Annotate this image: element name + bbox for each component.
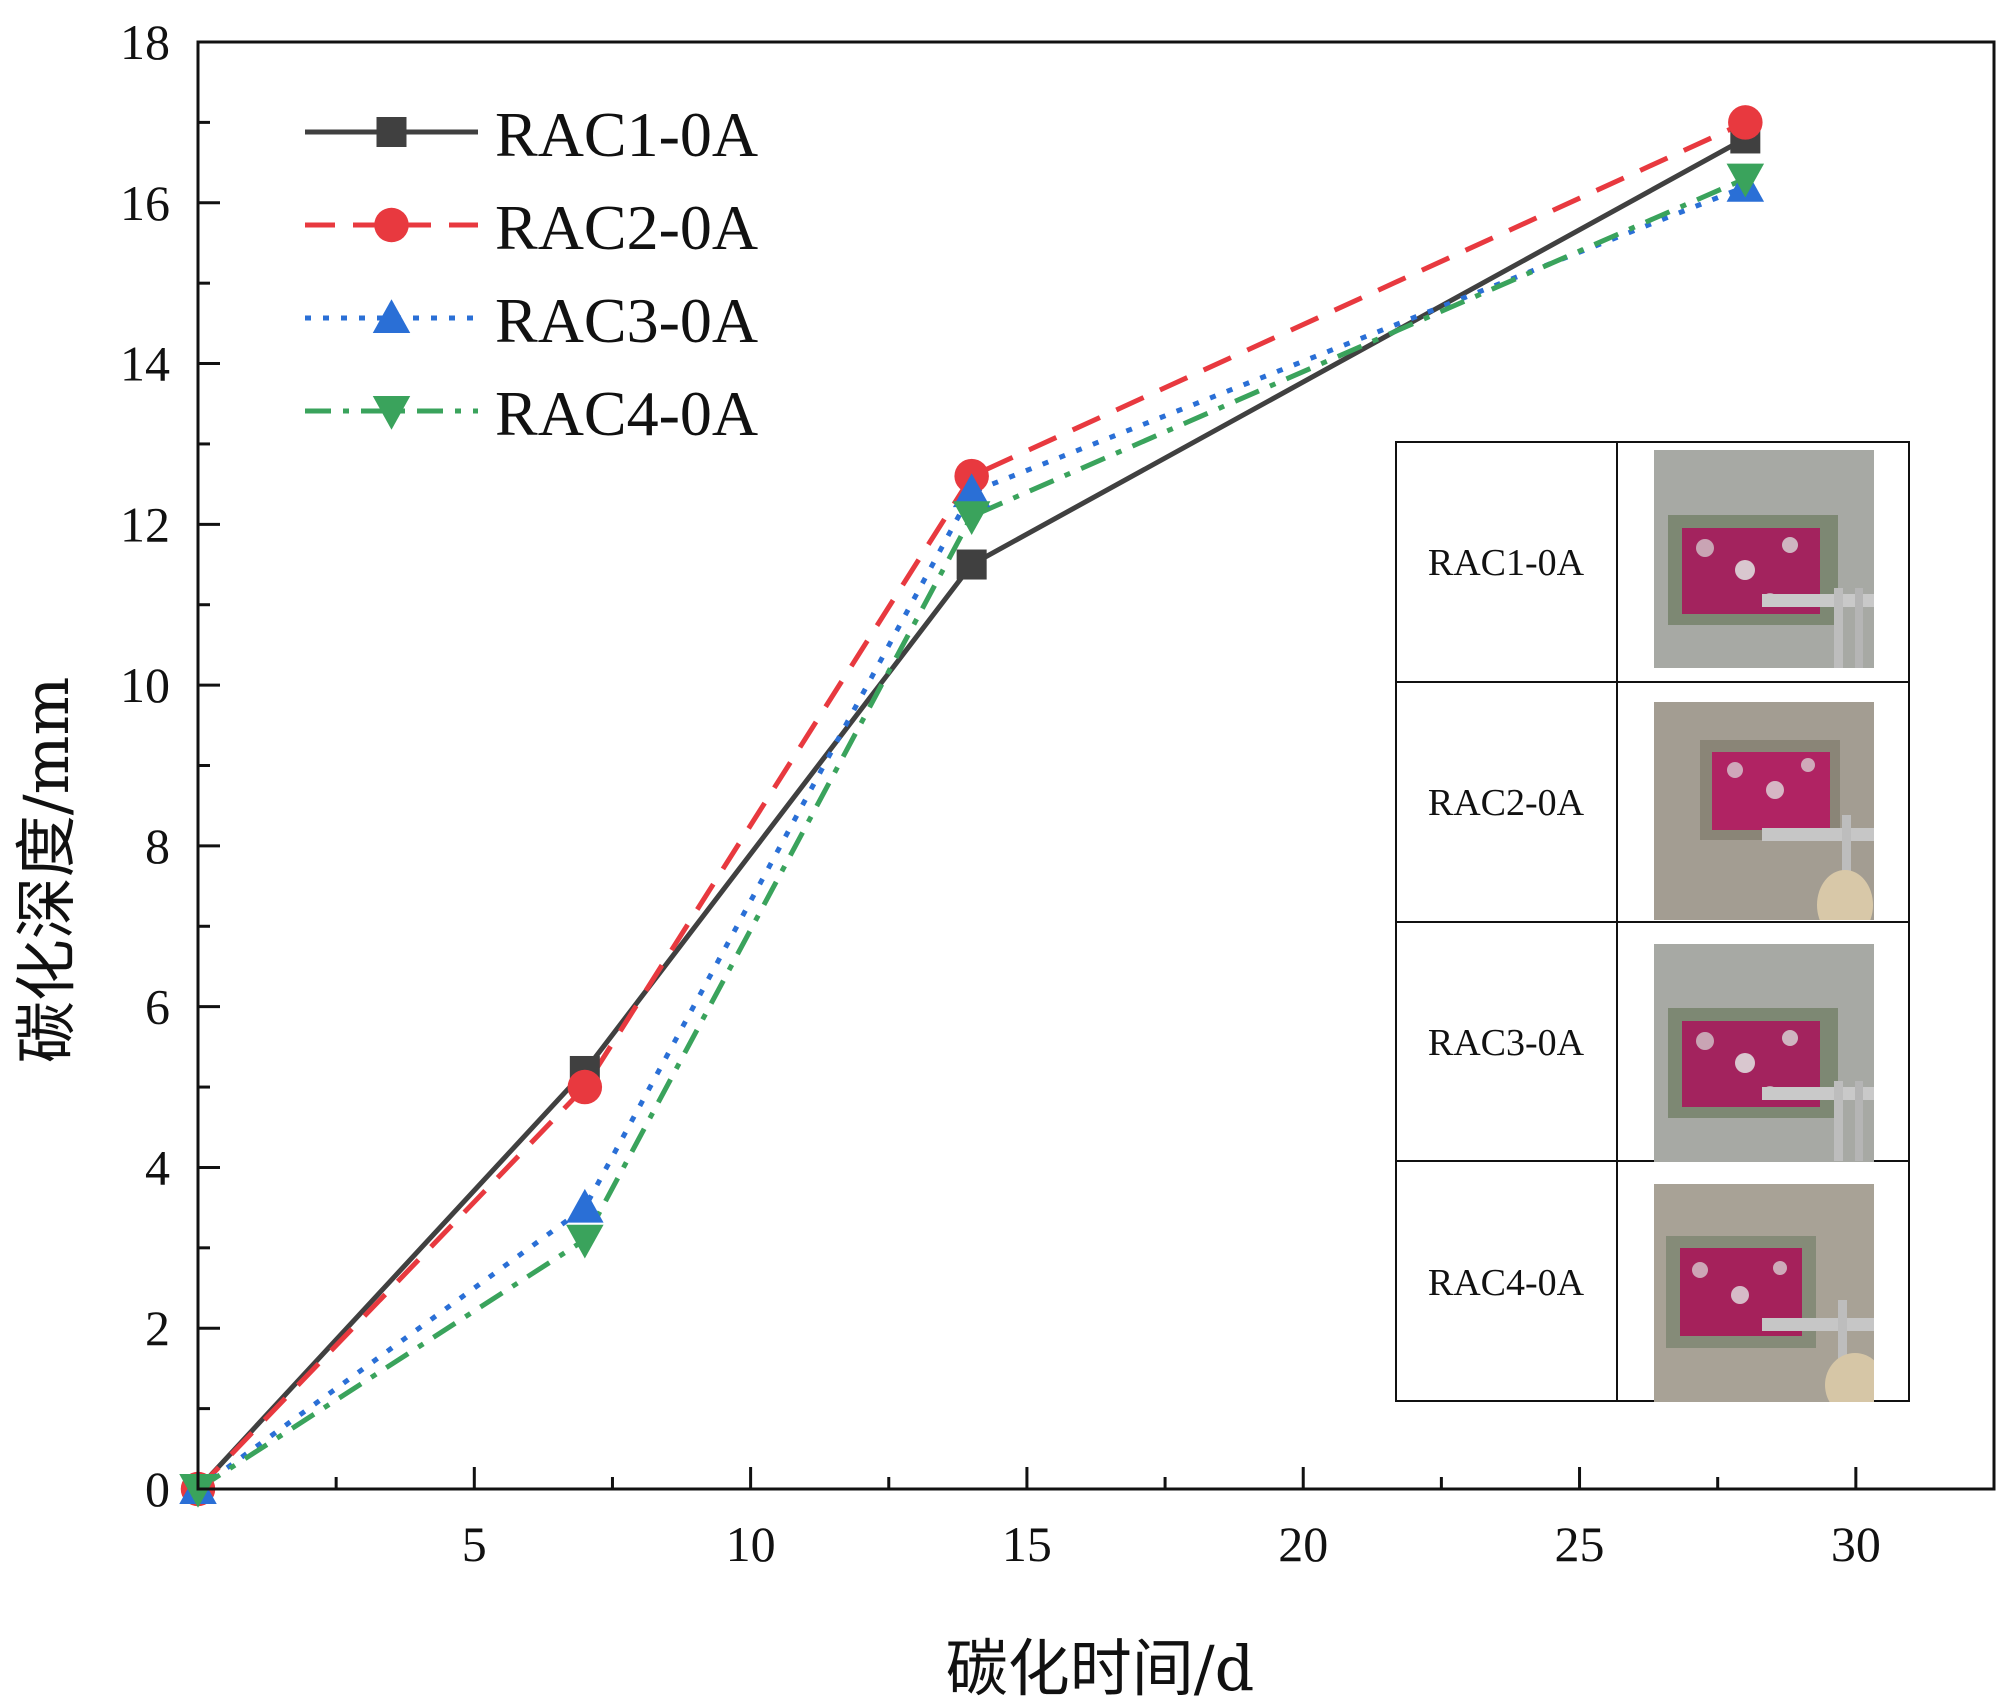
x-tick-label: 10 [726, 1516, 776, 1572]
series-line-rac1-0a [196, 136, 1747, 1491]
series-line-rac3-0a [196, 184, 1747, 1492]
inset-row-label: RAC1-0A [1428, 542, 1585, 584]
data-point-rac4-0a [952, 501, 991, 536]
inset-row-label: RAC4-0A [1428, 1262, 1585, 1304]
y-tick-label: 8 [145, 818, 170, 874]
data-point-rac4-0a [566, 1224, 604, 1259]
x-tick-label: 25 [1555, 1516, 1605, 1572]
x-axis-title: 碳化时间/d [946, 1632, 1255, 1705]
data-point-rac3-0a [566, 1188, 604, 1223]
y-tick-label: 2 [145, 1300, 170, 1356]
y-tick-label: 12 [120, 496, 170, 552]
data-point-rac3-0a [952, 473, 991, 508]
x-tick-label: 15 [1002, 1516, 1052, 1572]
legend-marker [372, 396, 411, 430]
y-tick-labels: 0 2 4 6 8 10 12 14 16 18 [120, 14, 170, 1517]
legend-marker [376, 117, 407, 147]
data-point-rac4-0a [179, 1474, 217, 1508]
legend-label: RAC4-0A [495, 378, 758, 449]
specimen-photo-table: RAC1-0A RAC2-0A RAC3-0A RAC4-0A [1395, 441, 1910, 1402]
y-axis-title: 碳化深度/mm [10, 677, 83, 1063]
series-line-rac4-0a [196, 176, 1747, 1492]
y-tick-label: 6 [145, 979, 170, 1035]
specimen-photo-icon [1654, 450, 1874, 668]
legend-label: RAC2-0A [495, 192, 758, 263]
inset-row-label: RAC3-0A [1428, 1022, 1585, 1064]
x-tick-label: 5 [462, 1516, 487, 1572]
y-tick-label: 14 [120, 336, 170, 392]
y-tick-label: 10 [120, 657, 170, 713]
specimen-photo-icon [1654, 944, 1874, 1162]
data-point-rac4-0a [1726, 163, 1765, 198]
data-point-rac1-0a [956, 549, 987, 580]
legend-marker [374, 207, 409, 243]
y-tick-label: 18 [120, 14, 170, 70]
x-tick-labels: 5 10 15 20 25 30 [462, 1516, 1881, 1572]
x-tick-label: 30 [1831, 1516, 1881, 1572]
data-point-rac2-0a [1728, 105, 1763, 140]
y-tick-label: 16 [120, 175, 170, 231]
y-tick-label: 0 [145, 1461, 170, 1517]
specimen-photo-icon [1654, 1184, 1874, 1402]
inset-row-label: RAC2-0A [1428, 782, 1585, 824]
plot-area-frame [196, 40, 1996, 1491]
x-tick-label: 20 [1278, 1516, 1328, 1572]
data-point-rac2-0a [567, 1069, 603, 1105]
y-tick-label: 4 [145, 1139, 170, 1195]
series-lines [196, 120, 1747, 1492]
legend: RAC1-0A RAC2-0A RAC3-0A RAC4-0A [305, 99, 758, 449]
series-markers [179, 105, 1765, 1508]
specimen-photo-icon [1654, 702, 1874, 920]
series-line-rac2-0a [196, 120, 1747, 1491]
legend-label: RAC1-0A [495, 99, 758, 170]
legend-marker [372, 299, 411, 333]
legend-label: RAC3-0A [495, 285, 758, 356]
